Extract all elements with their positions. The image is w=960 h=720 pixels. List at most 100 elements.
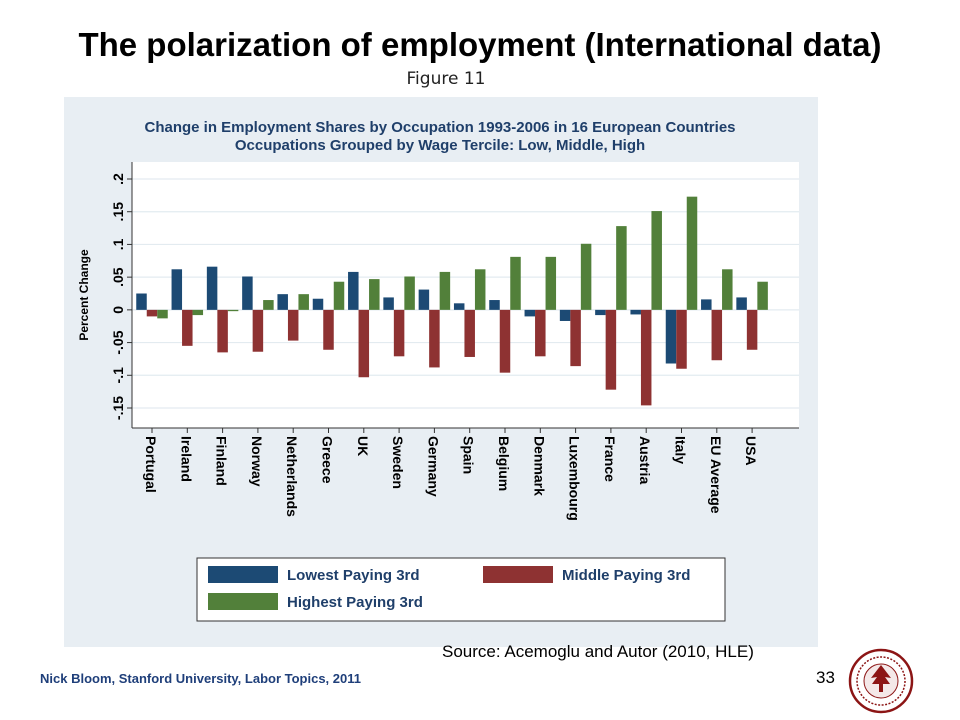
bar-middle [535,309,546,357]
bar-lowest [701,299,712,310]
bar-lowest [665,309,677,364]
bar-middle [711,309,723,361]
legend-swatch-middle [483,566,553,583]
x-tick-label: Denmark [531,436,547,496]
x-tick-label: EU Average [708,436,724,514]
bar-lowest [524,309,536,317]
bar-middle [217,309,228,353]
x-tick-label: Finland [214,436,230,486]
bar-highest [404,276,415,310]
x-tick-label: Spain [461,436,477,474]
x-tick-label: Italy [673,436,689,464]
x-tick-label: Ireland [178,436,194,482]
bar-highest [369,279,380,310]
footer-credit: Nick Bloom, Stanford University, Labor T… [40,671,361,686]
figure-label: Figure 11 [406,69,486,89]
bar-lowest [418,289,430,310]
bar-middle [570,309,581,367]
bar-chart: Change in Employment Shares by Occupatio… [64,97,818,647]
bars [136,196,768,406]
bar-highest [616,226,627,310]
bar-lowest [242,276,253,310]
bar-lowest [383,297,394,310]
y-tick-label: -.15 [110,396,126,420]
y-tick-label: .05 [110,267,126,287]
bar-middle [499,309,511,373]
bar-highest [510,256,521,310]
x-tick-label: France [602,436,618,482]
bar-lowest [453,303,465,310]
bar-lowest [206,266,218,310]
bar-middle [429,309,440,368]
y-tick-label: .2 [110,173,126,185]
bar-middle [640,309,652,406]
bar-highest [474,269,486,310]
university-seal-icon [848,648,914,714]
page-number: 33 [816,668,835,687]
y-tick-label: .1 [110,238,126,250]
x-tick-label: Greece [320,436,336,484]
bar-highest [439,271,451,310]
bar-highest [686,196,698,310]
chart-title: Change in Employment Shares by Occupatio… [145,119,736,136]
bar-middle [605,309,617,390]
legend-swatch-lowest [208,566,278,583]
legend-label-lowest: Lowest Paying 3rd [287,567,420,584]
x-tick-label: Sweden [390,436,406,489]
bar-highest [227,309,239,312]
bar-highest [757,281,768,310]
plot-area [132,162,799,428]
x-tick-label: Germany [425,436,441,497]
y-tick-label: .15 [110,202,126,222]
x-tick-label: Norway [249,436,265,487]
bar-middle [393,309,405,357]
bar-highest [722,269,733,310]
legend-swatch-highest [208,593,278,610]
y-axis-ticks: -.15 -.1 -.05 0 .05 .1 .15 .2 [110,173,132,420]
bar-lowest [312,298,324,310]
bar-lowest [630,309,641,315]
x-tick-label: Netherlands [284,436,300,517]
x-tick-label: Belgium [496,436,512,491]
x-tick-label: Portugal [143,436,159,493]
bar-middle [182,309,193,346]
bar-middle [358,309,370,378]
bar-lowest [348,271,359,310]
bar-highest [333,281,345,310]
bar-lowest [559,309,571,321]
y-axis-label: Percent Change [77,249,91,341]
bar-highest [651,211,662,310]
bar-lowest [489,300,500,310]
source-note: Source: Acemoglu and Autor (2010, HLE) [442,642,754,661]
y-tick-label: 0 [110,306,126,314]
legend-label-middle: Middle Paying 3rd [562,567,690,584]
bar-highest [157,309,168,319]
bar-lowest [736,297,747,310]
bar-middle [252,309,264,352]
bar-highest [580,243,592,310]
chart-subtitle: Occupations Grouped by Wage Tercile: Low… [235,137,645,154]
bar-middle [746,309,758,350]
bar-middle [146,309,158,317]
bar-highest [263,300,274,310]
bar-middle [464,309,475,357]
bar-lowest [171,269,183,310]
x-tick-label: Luxembourg [567,436,583,521]
bar-middle [323,309,334,350]
y-tick-label: -.05 [110,330,126,354]
bar-lowest [595,309,606,316]
x-tick-label: USA [743,436,759,466]
slide-title: The polarization of employment (Internat… [78,26,882,63]
x-axis-labels: Portugal Ireland Finland Norway Netherlands G… [143,428,759,521]
legend-label-highest: Highest Paying 3rd [287,594,423,611]
bar-middle [287,309,299,341]
y-tick-label: -.1 [110,367,126,384]
x-tick-label: UK [355,436,371,456]
bar-middle [676,309,687,369]
x-tick-label: Austria [637,436,653,484]
legend: Lowest Paying 3rd Middle Paying 3rd High… [196,557,726,622]
bar-highest [192,309,204,316]
bar-highest [298,294,309,310]
bar-lowest [277,294,288,310]
bar-lowest [136,293,147,310]
